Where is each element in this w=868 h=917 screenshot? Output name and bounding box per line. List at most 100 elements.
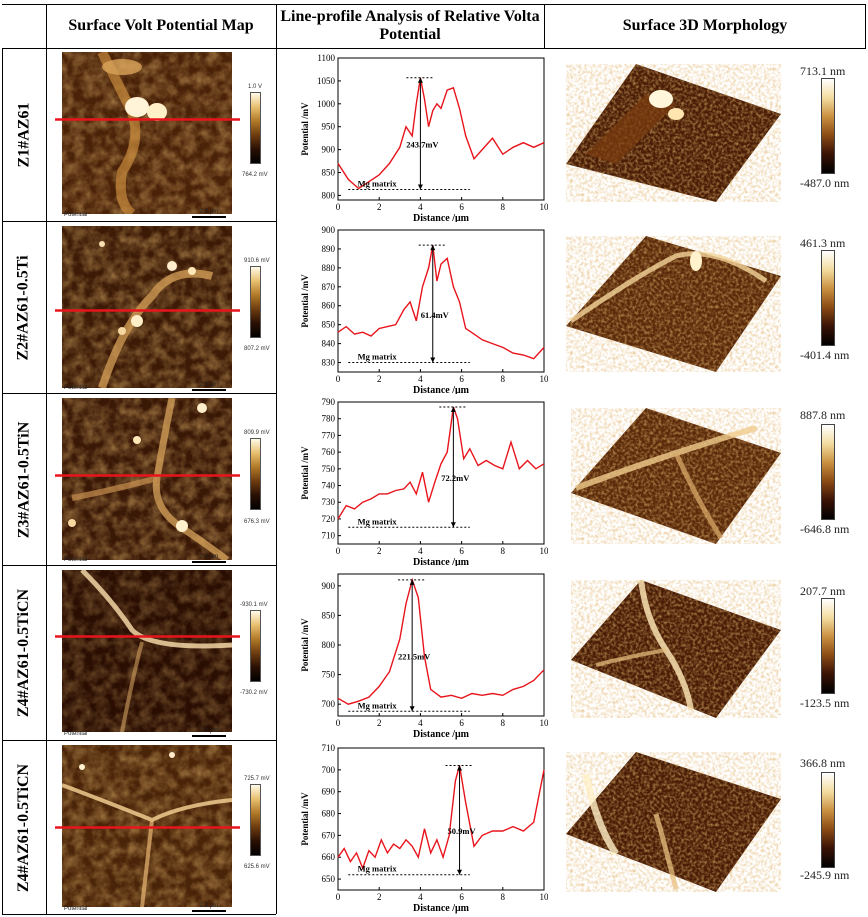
y-tick-label: 650: [322, 874, 336, 884]
y-tick-label: 730: [322, 497, 336, 507]
x-tick-label: 4: [418, 546, 423, 556]
potential-series-line: [337, 577, 545, 705]
potential-min-z2: 807.2 mV: [244, 346, 270, 352]
x-tick-label: 4: [418, 374, 423, 384]
potential-series-line: [337, 244, 545, 360]
potential-min-z3: 676.3 mV: [244, 519, 270, 525]
x-tick-label: 6: [459, 718, 464, 728]
height-colorbar-z3: [821, 424, 835, 520]
x-tick-label: 4: [418, 718, 423, 728]
x-axis-label: Distance /μm: [413, 903, 470, 914]
mg-matrix-label: Mg matrix: [358, 700, 398, 710]
x-tick-label: 0: [336, 202, 341, 212]
height-colorbar-z2: [821, 250, 835, 346]
table-border-right: [865, 4, 866, 48]
x-tick-label: 0: [336, 374, 341, 384]
height-colorbar-z4-ticn: [821, 598, 835, 694]
header-line-profile: Line-profile Analysis of Relative Volta …: [280, 8, 540, 43]
potential-colorbar-z2: [250, 266, 261, 338]
header-surface-volt-map: Surface Volt Potential Map: [68, 17, 254, 34]
potential-series-line: [337, 765, 545, 871]
table-divider-col3: [544, 4, 545, 48]
height-colorbar-z4-ticn-2: [821, 772, 835, 868]
potential-series-line: [337, 406, 545, 520]
mg-matrix-label: Mg matrix: [358, 352, 398, 362]
potential-map-z4-ticn: [62, 570, 232, 732]
morphology-3d-z2: [556, 226, 796, 376]
y-tick-label: 890: [322, 244, 336, 254]
y-tick-label: 770: [322, 430, 336, 440]
table-divider-col1: [46, 4, 47, 914]
y-tick-label: 800: [322, 640, 336, 650]
y-tick-label: 850: [322, 610, 336, 620]
map-caption-z4-ticn: Potential: [64, 731, 88, 737]
scale-bar-z2: 2.0 μm: [192, 382, 226, 391]
row-divider-3: [2, 565, 276, 566]
x-tick-label: 0: [336, 718, 341, 728]
y-tick-label: 790: [322, 397, 336, 407]
y-tick-label: 860: [322, 301, 336, 311]
x-tick-label: 0: [336, 546, 341, 556]
table-border-header: [2, 48, 866, 49]
y-tick-label: 680: [322, 809, 336, 819]
x-tick-label: 10: [540, 202, 549, 212]
x-tick-label: 6: [459, 374, 464, 384]
y-tick-label: 900: [322, 581, 336, 591]
map-caption-z4-ticn-2: Potential: [64, 906, 88, 912]
potential-difference-label: 61.4mV: [421, 310, 450, 320]
mg-matrix-label: Mg matrix: [358, 516, 398, 526]
y-tick-label: 900: [322, 225, 336, 235]
y-tick-label: 740: [322, 481, 336, 491]
potential-colorbar-z1: [250, 92, 261, 164]
potential-max-z2: 910.6 mV: [244, 258, 270, 264]
x-tick-label: 4: [418, 202, 423, 212]
height-min-z4-ticn: -123.5 nm: [800, 696, 850, 710]
y-tick-label: 850: [322, 320, 336, 330]
morphology-3d-z3: [556, 398, 796, 548]
table-divider-col2: [276, 4, 277, 914]
height-min-z1: -487.0 nm: [800, 176, 850, 190]
plot-frame: [337, 747, 545, 891]
scale-bar-z4-ticn-2: 2.0 μm: [192, 903, 226, 912]
arrow-head-up: [450, 407, 456, 413]
height-min-z3: -646.8 nm: [800, 522, 850, 536]
x-tick-label: 8: [501, 202, 506, 212]
x-axis-label: Distance /μm: [413, 385, 470, 394]
potential-difference-label: 72.2mV: [441, 473, 470, 483]
y-tick-label: 1050: [317, 76, 336, 86]
table-border-bottom: [2, 914, 276, 915]
potential-difference-label: 243.7mV: [406, 140, 439, 150]
y-tick-label: 700: [322, 765, 336, 775]
x-axis-label: Distance /μm: [413, 213, 470, 222]
arrow-head-up: [430, 245, 436, 251]
row-label-z3: Z3#AZ61-0.5TiN: [15, 421, 33, 538]
arrow-head-down: [450, 522, 456, 528]
row-divider-1: [2, 221, 276, 222]
plot-frame: [337, 57, 545, 201]
line-profile-chart-z4-ticn-2: 0 2 4 6 8 10 650 660 670 680 690 700 710 Distance /μm…: [300, 743, 548, 914]
x-axis-label: Distance /μm: [413, 729, 470, 740]
morphology-3d-z4-ticn: [556, 570, 796, 720]
y-tick-label: 750: [322, 464, 336, 474]
height-max-z3: 887.8 nm: [800, 408, 846, 422]
x-tick-label: 6: [459, 202, 464, 212]
row-label-z1: Z1#AZ61: [15, 102, 32, 168]
height-colorbar-z1: [821, 78, 835, 174]
y-tick-label: 760: [322, 447, 336, 457]
height-max-z4-ticn-2: 366.8 nm: [800, 756, 846, 770]
y-tick-label: 830: [322, 358, 336, 368]
x-tick-label: 8: [501, 718, 506, 728]
potential-map-z4-ticn-2: [62, 745, 232, 907]
map-caption-z2: Potential: [64, 385, 88, 391]
y-tick-label: 780: [322, 414, 336, 424]
x-tick-label: 8: [501, 892, 506, 902]
x-tick-label: 10: [540, 546, 549, 556]
y-tick-label: 750: [322, 670, 336, 680]
map-caption-z1: Potential: [64, 212, 88, 218]
y-tick-label: 900: [322, 145, 336, 155]
row-label-z4-ticn-2: Z4#AZ61-0.5TiCN: [15, 763, 33, 892]
y-tick-label: 840: [322, 339, 336, 349]
potential-map-z3: [62, 398, 232, 560]
x-tick-label: 2: [377, 892, 382, 902]
potential-min-z4-ticn-2: 625.6 mV: [244, 864, 270, 870]
